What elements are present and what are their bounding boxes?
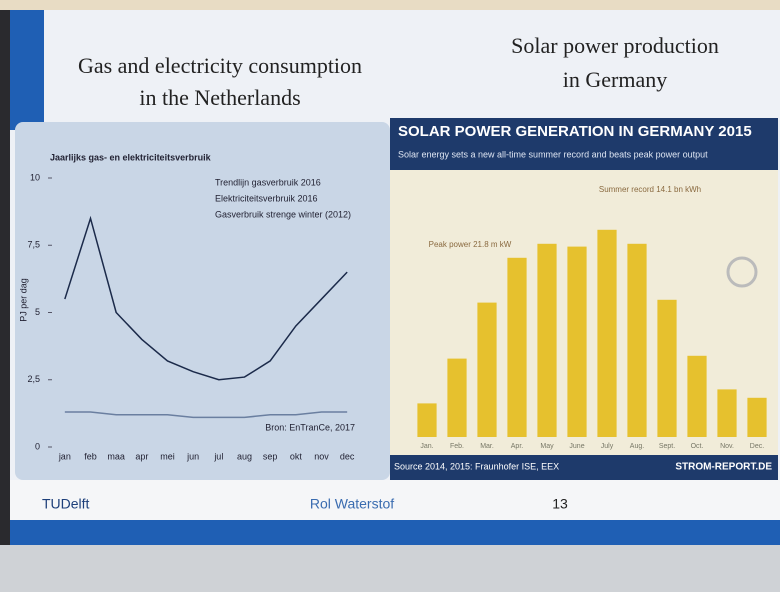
x-tick-label: dec (340, 451, 355, 461)
x-tick-label: May (540, 443, 554, 450)
page: Gas and electricity consumption in the N… (0, 0, 780, 592)
source: Bron: EnTranCe, 2017 (265, 422, 355, 432)
right-chart-subtitle: Solar energy sets a new all-time summer … (398, 149, 708, 159)
y-tick-label: 5 (35, 307, 40, 317)
x-tick-label: Jan. (420, 443, 433, 450)
x-tick-label: Feb. (450, 443, 464, 450)
x-tick-label: jan (58, 451, 71, 461)
x-tick-label: Apr. (511, 443, 524, 450)
bar (417, 403, 436, 437)
wall (0, 0, 780, 10)
x-tick-label: maa (107, 451, 125, 461)
right-chart-title: SOLAR POWER GENERATION IN GERMANY 2015 (398, 123, 752, 140)
right-title: in Germany (563, 67, 667, 92)
right-title: Solar power production (511, 33, 719, 58)
annotation: Summer record 14.1 bn kWh (599, 185, 701, 194)
floor (0, 545, 780, 592)
footer-bar (10, 520, 780, 545)
logo: TUDelft (42, 496, 90, 512)
x-tick-label: Oct. (691, 443, 704, 450)
bar (657, 300, 676, 437)
slide-footer (10, 480, 780, 520)
bar (627, 244, 646, 437)
bar (597, 230, 616, 437)
presenter: Rol Waterstof (310, 496, 394, 512)
x-tick-label: Dec. (750, 443, 764, 450)
x-tick-label: sep (263, 451, 278, 461)
bar (447, 359, 466, 437)
legend-entry: Elektriciteitsverbruik 2016 (215, 193, 318, 203)
x-tick-label: nov (314, 451, 329, 461)
y-tick-label: 0 (35, 441, 40, 451)
bar (717, 389, 736, 437)
bar (747, 398, 766, 437)
left-chart-title: Jaarlijks gas- en elektriciteitsverbruik (50, 152, 212, 162)
x-tick-label: Aug. (630, 443, 644, 450)
x-tick-label: June (569, 443, 584, 450)
y-tick-label: 7,5 (27, 240, 40, 250)
x-tick-label: Nov. (720, 443, 734, 450)
brand: STROM-REPORT.DE (675, 462, 772, 473)
x-tick-label: apr (135, 451, 148, 461)
legend-entry: Gasverbruik strenge winter (2012) (215, 209, 351, 219)
bar (507, 258, 526, 437)
page-number: 13 (552, 496, 568, 512)
x-tick-label: jun (186, 451, 199, 461)
photo: Gas and electricity consumption in the N… (0, 0, 780, 592)
x-tick-label: jul (213, 451, 223, 461)
x-tick-label: aug (237, 451, 252, 461)
legend-entry: Trendlijn gasverbruik 2016 (215, 177, 321, 187)
x-tick-label: feb (84, 451, 97, 461)
y-tick-label: 10 (30, 172, 40, 182)
left-title: Gas and electricity consumption (78, 53, 362, 78)
bar (537, 244, 556, 437)
y-axis-label: PJ per dag (18, 278, 28, 322)
x-tick-label: Mar. (480, 443, 494, 450)
x-tick-label: okt (290, 451, 303, 461)
right-source: Source 2014, 2015: Fraunhofer ISE, EEX (394, 461, 559, 471)
x-tick-label: mei (160, 451, 175, 461)
annotation: Peak power 21.8 m kW (429, 240, 512, 249)
slide-accent (10, 10, 44, 130)
x-tick-label: July (601, 443, 614, 450)
bar (567, 247, 586, 437)
bar (477, 303, 496, 437)
left-title: in the Netherlands (139, 85, 300, 110)
x-tick-label: Sept. (659, 443, 675, 450)
y-tick-label: 2,5 (27, 374, 40, 384)
bar (687, 356, 706, 437)
